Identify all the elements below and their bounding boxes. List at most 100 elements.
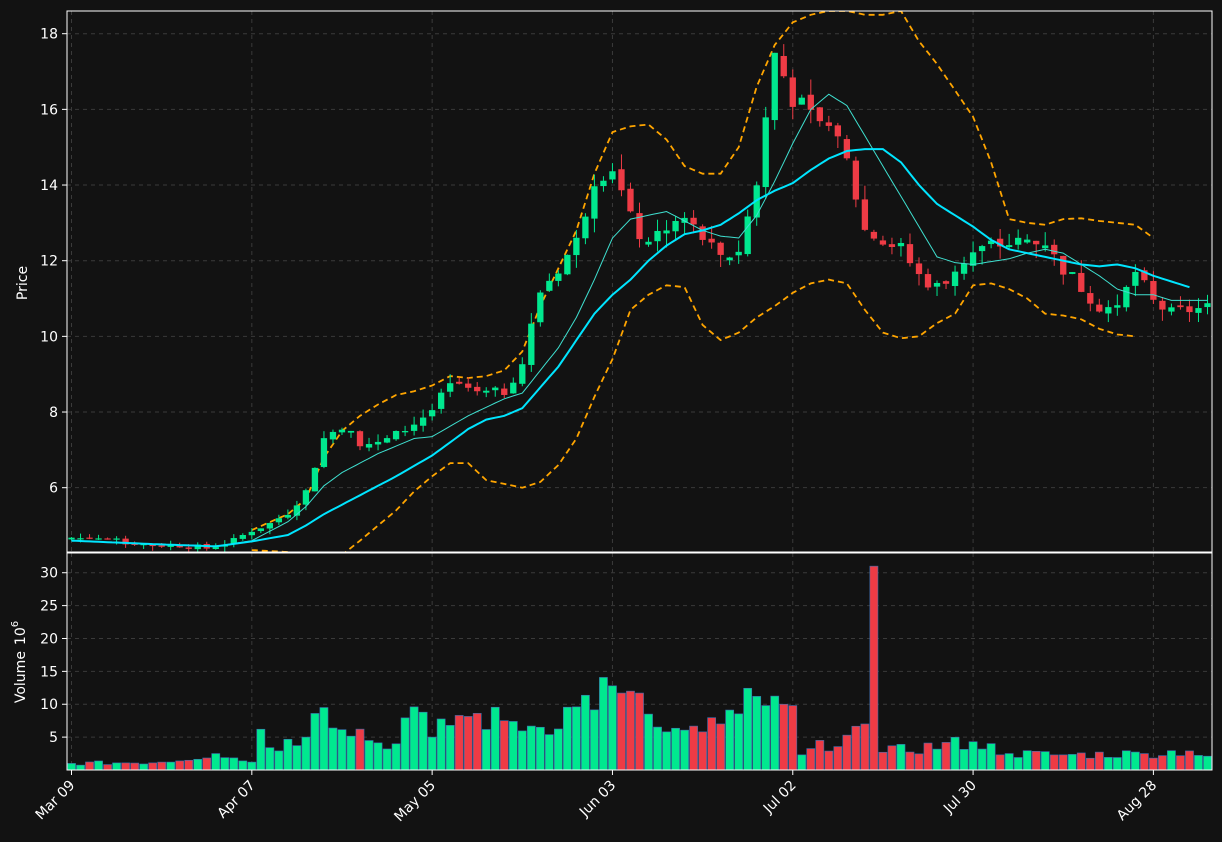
candle-down (131, 543, 138, 545)
volume-axis-label-exponent: 6 (10, 621, 21, 627)
volume-bar (76, 764, 85, 771)
candle-up (329, 431, 337, 440)
volume-bar (959, 749, 969, 771)
price-axes: 6 8 10 12 14 16 18 (40, 10, 1213, 553)
candle-down (843, 139, 851, 159)
volume-bar (554, 728, 563, 771)
volume-bar (229, 757, 239, 771)
candle-up (609, 171, 616, 180)
volume-axis-label: Volume 106 (10, 621, 29, 703)
candle-up (1195, 308, 1202, 313)
volume-bar (256, 728, 266, 771)
candle-up (528, 323, 535, 365)
ma-fast-line (71, 93, 1208, 547)
volume-bar (833, 746, 843, 771)
volume-bar (292, 745, 302, 771)
candle-up (293, 505, 301, 516)
candle-up (1015, 237, 1022, 245)
candle-down (717, 242, 724, 255)
volume-bar (301, 736, 311, 771)
candle-down (942, 281, 950, 284)
volume-bar (67, 763, 76, 771)
volume-bar (265, 747, 275, 771)
candle-down (1051, 244, 1058, 255)
price-tick-label: 8 (49, 405, 58, 421)
candle-up (1042, 245, 1049, 249)
volume-bar (734, 713, 744, 771)
candle-down (789, 77, 796, 107)
volume-bar (157, 761, 167, 771)
candle-up (419, 417, 427, 426)
candle-up (645, 241, 652, 245)
price-tick-label: 16 (40, 102, 58, 118)
volume-bar (878, 751, 888, 771)
candle-up (762, 117, 769, 188)
volume-bar (671, 727, 680, 771)
volume-bar (635, 692, 644, 771)
candle-up (483, 390, 490, 393)
volume-bar (608, 685, 617, 771)
volume-bar (716, 723, 725, 771)
candle-up (1105, 307, 1112, 314)
candle-up (681, 217, 688, 223)
candle-up (284, 514, 292, 518)
candle-up (573, 237, 580, 256)
candle-up (320, 438, 328, 467)
candle-up (735, 251, 742, 256)
volume-bar (319, 707, 329, 771)
candle-up (1005, 245, 1013, 248)
volume-bar (283, 738, 293, 771)
candle-down (1186, 306, 1193, 313)
volume-bar (526, 725, 536, 771)
volume-bar (653, 726, 662, 771)
price-tick-label: 18 (40, 27, 58, 43)
volume-bar (563, 706, 572, 771)
volume-bar (1004, 753, 1014, 771)
volume-bar (175, 760, 185, 771)
volume-bar (1203, 755, 1212, 771)
candle-up (365, 444, 373, 448)
candle-up (410, 424, 418, 431)
candle-up (167, 544, 174, 547)
volume-bar (743, 687, 753, 771)
candle-down (906, 244, 914, 264)
volume-bar (896, 744, 906, 771)
candle-up (1123, 286, 1130, 308)
volume-bar (923, 742, 933, 771)
candle-up (392, 430, 400, 440)
volume-bar (626, 690, 635, 771)
volume-bar (508, 721, 518, 771)
volume-bar (490, 706, 500, 771)
volume-bar (797, 754, 807, 771)
volume-bar (454, 715, 464, 771)
volume-bar (211, 753, 221, 771)
candle-down (185, 547, 192, 549)
candle-up (194, 544, 201, 550)
volume-bar (427, 736, 437, 771)
candle-up (1204, 303, 1211, 308)
volume-bar (202, 757, 212, 771)
candle-up (726, 257, 733, 261)
price-axis-label: Price (15, 266, 31, 300)
volume-tick-label: 30 (40, 566, 58, 582)
candle-up (447, 383, 454, 392)
volume-bar (1013, 757, 1023, 771)
volume-tick-label: 10 (40, 697, 58, 713)
candle-up (428, 410, 436, 417)
candle-up (374, 441, 382, 445)
volume-bar (914, 753, 924, 771)
volume-bar (1103, 757, 1113, 771)
candle-up (212, 547, 219, 550)
lower-band-line (251, 278, 1136, 552)
price-tick-label: 14 (40, 178, 58, 194)
volume-bar (905, 751, 915, 771)
volume-bar (409, 706, 419, 771)
volume-bar (391, 743, 401, 771)
volume-bar (572, 706, 581, 771)
candle-up (492, 387, 499, 391)
volume-bar (418, 711, 428, 771)
volume-bar (436, 718, 446, 771)
candle-up (1168, 307, 1175, 312)
volume-bar (977, 748, 987, 771)
volume-bar (1049, 754, 1059, 771)
